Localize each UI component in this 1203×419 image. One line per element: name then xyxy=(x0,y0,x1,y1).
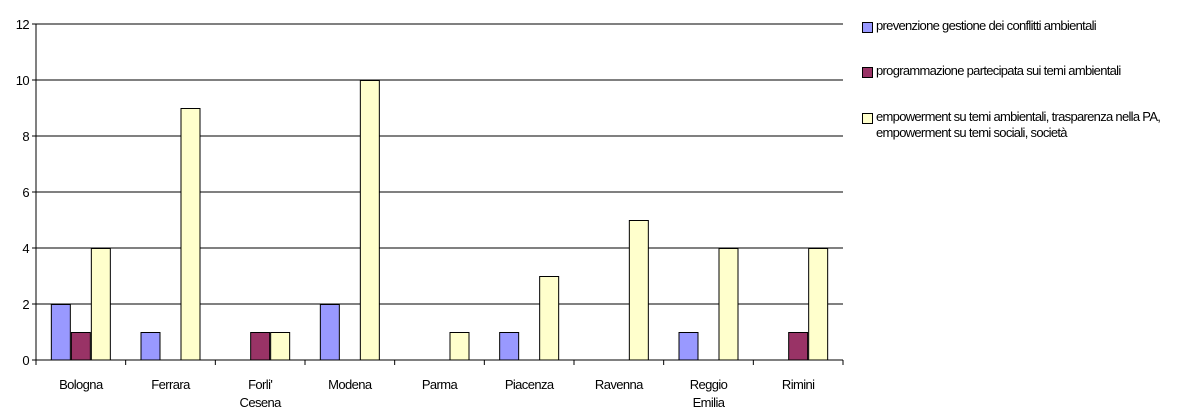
x-tick-labels: Bologna Ferrara Forli' Cesena Modena Parma Pia… xyxy=(59,377,816,410)
legend-label-3: empowerment su temi ambientali, traspare… xyxy=(876,109,1161,140)
x-tick-label: Modena xyxy=(328,377,373,392)
x-tick-label: Rimini xyxy=(782,377,815,392)
x-tick-label: Reggio xyxy=(690,377,728,392)
x-tick-label: Emilia xyxy=(693,395,726,410)
y-tick-labels: 0 2 4 6 8 10 12 xyxy=(16,17,30,368)
bar-reggio-emilia-series-3 xyxy=(718,248,739,361)
bars xyxy=(50,80,829,361)
y-tick-label: 12 xyxy=(16,17,30,32)
bar-forli-cesena-series-2 xyxy=(250,332,271,361)
bar-reggio-emilia-series-1 xyxy=(678,332,699,361)
bar-piacenza-series-3 xyxy=(539,276,560,361)
bar-modena-series-1 xyxy=(319,304,340,361)
bar-parma-series-3 xyxy=(449,332,470,361)
x-tick-label: Piacenza xyxy=(505,377,555,392)
legend-item-1: prevenzione gestione dei conflitti ambie… xyxy=(862,18,1197,34)
legend-swatch-1 xyxy=(862,22,873,33)
legend-swatch-3 xyxy=(862,113,873,124)
y-tick-label: 10 xyxy=(16,73,30,88)
bar-bologna-series-2 xyxy=(70,332,91,361)
x-tick-label: Parma xyxy=(422,377,459,392)
bar-modena-series-3 xyxy=(359,80,380,361)
bar-ravenna-series-3 xyxy=(628,220,649,361)
bar-rimini-series-2 xyxy=(788,332,809,361)
axes xyxy=(32,23,844,365)
x-tick-label: Cesena xyxy=(240,395,283,410)
x-tick-label: Ferrara xyxy=(151,377,191,392)
legend-swatch-2 xyxy=(862,67,873,78)
legend-label-2: programmazione partecipata sui temi ambi… xyxy=(876,63,1121,78)
legend-item-2: programmazione partecipata sui temi ambi… xyxy=(862,63,1197,79)
bar-piacenza-series-1 xyxy=(499,332,520,361)
x-tick-label: Bologna xyxy=(59,377,104,392)
y-tick-label: 8 xyxy=(22,129,29,144)
x-tick-label: Ravenna xyxy=(595,377,644,392)
bar-ferrara-series-3 xyxy=(180,108,201,361)
legend-item-3: empowerment su temi ambientali, traspare… xyxy=(862,109,1197,141)
y-tick-label: 0 xyxy=(22,353,29,368)
x-tick-label: Forli' xyxy=(248,377,272,392)
gridlines xyxy=(36,23,843,305)
bar-forli-cesena-series-3 xyxy=(270,332,291,361)
y-tick-label: 4 xyxy=(22,241,29,256)
bar-bologna-series-3 xyxy=(90,248,111,361)
bar-bologna-series-1 xyxy=(50,304,71,361)
bar-ferrara-series-1 xyxy=(140,332,161,361)
y-tick-label: 6 xyxy=(22,185,29,200)
bar-rimini-series-3 xyxy=(808,248,829,361)
y-tick-label: 2 xyxy=(22,297,29,312)
legend-label-1: prevenzione gestione dei conflitti ambie… xyxy=(876,18,1097,33)
